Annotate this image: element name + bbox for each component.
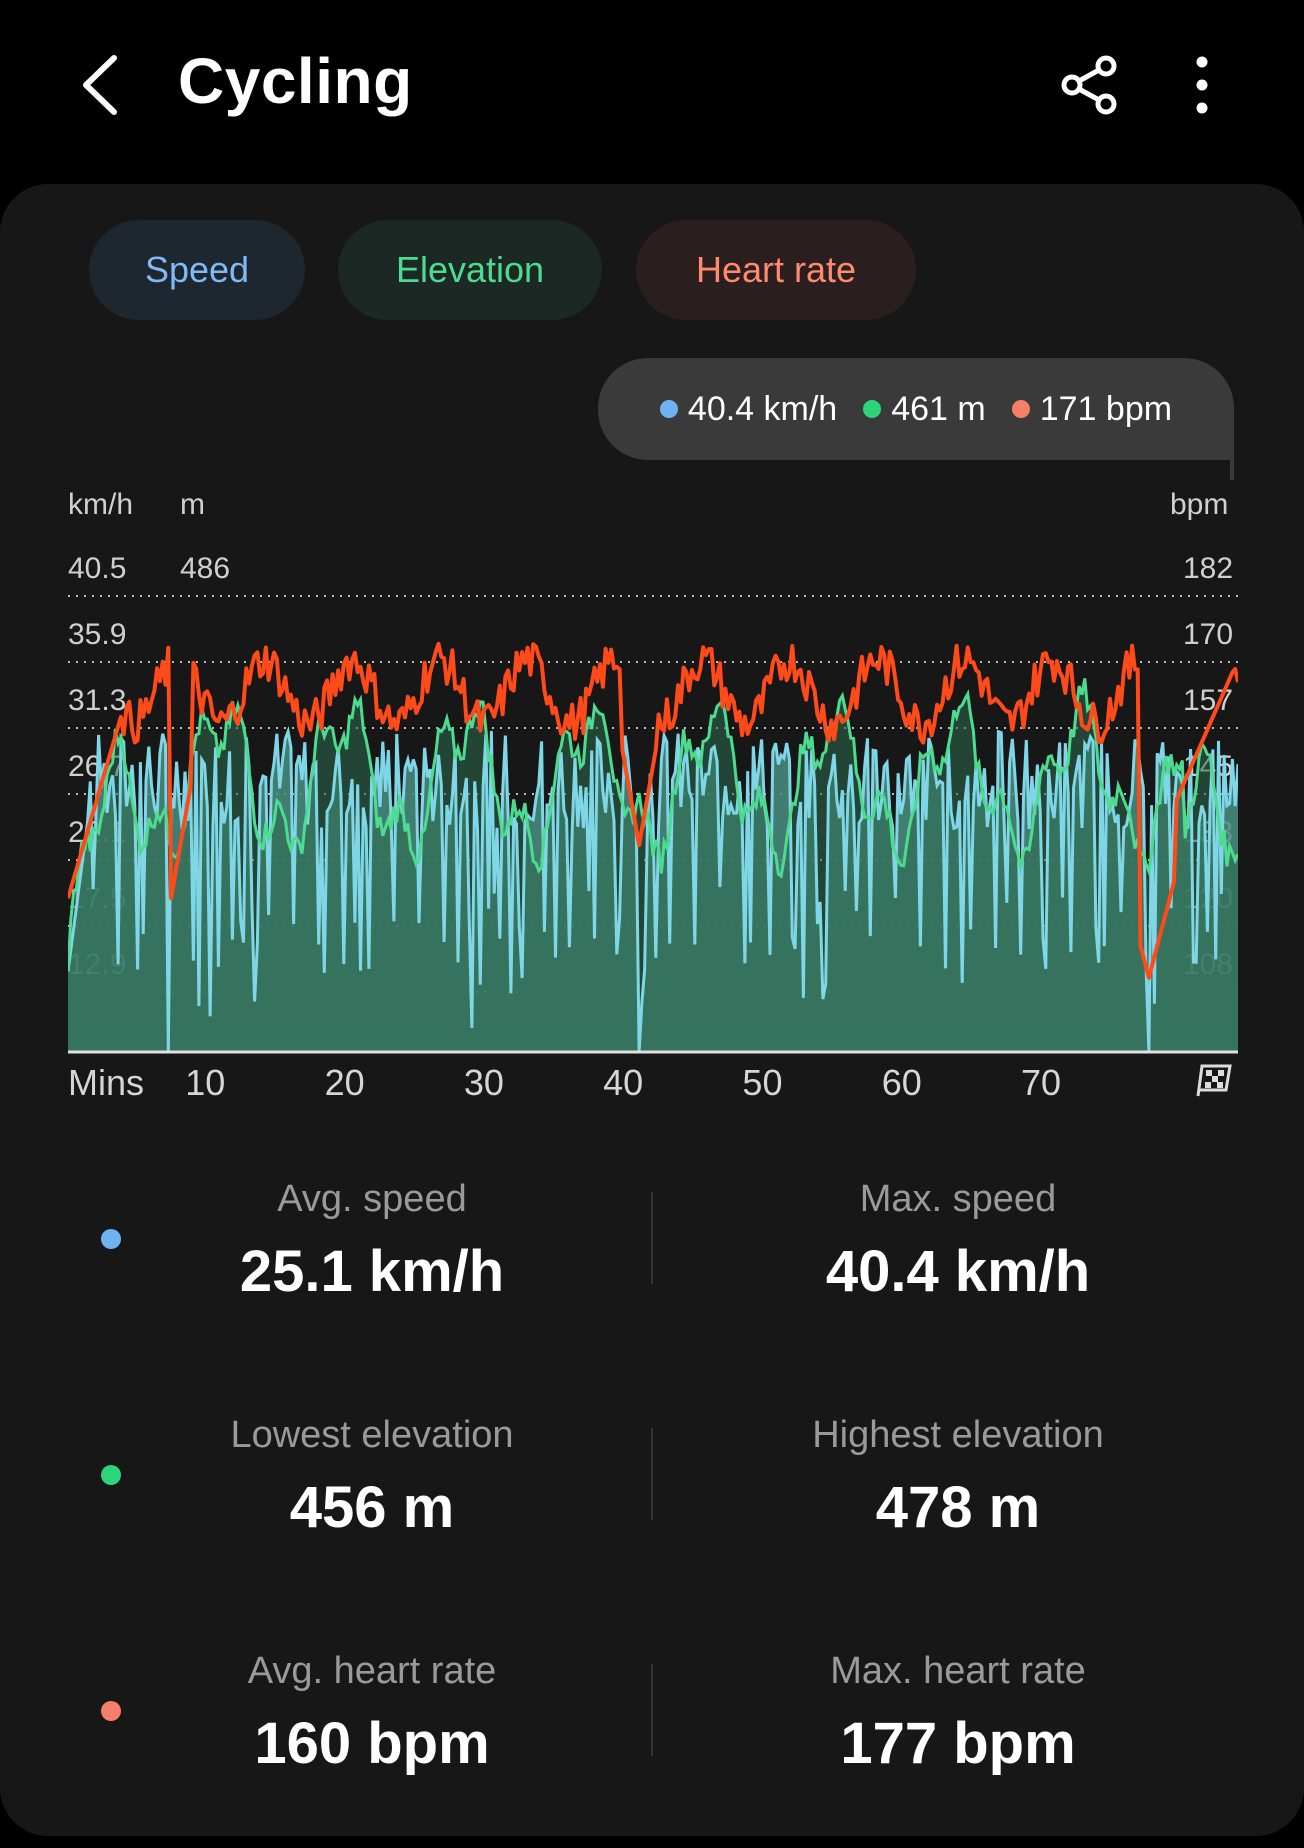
avg-heart-rate-value: 160 bpm bbox=[254, 1711, 490, 1776]
heart-rate-series-line bbox=[68, 641, 1238, 980]
avg-speed-value: 25.1 km/h bbox=[239, 1239, 505, 1304]
elevation-series-line bbox=[68, 678, 1238, 970]
lowest-elevation-label: Lowest elevation bbox=[230, 1414, 514, 1456]
x-tick-label: 50 bbox=[742, 1062, 783, 1103]
divider bbox=[651, 1192, 653, 1284]
max-heart-rate-label: Max. heart rate bbox=[830, 1650, 1086, 1692]
speed-tick-label: 35.9 bbox=[68, 618, 127, 651]
elevation-unit-label: m bbox=[180, 488, 205, 521]
avg-heart-rate-label: Avg. heart rate bbox=[247, 1650, 497, 1692]
highest-elevation-value: 478 m bbox=[875, 1475, 1041, 1540]
speed-series-line bbox=[68, 725, 1238, 1053]
value-readout-bubble: 40.4 km/h 461 m 171 bpm bbox=[598, 358, 1234, 460]
heart-rate-tick-label: 182 bbox=[1183, 552, 1234, 585]
speed-tick-label: 40.5 bbox=[68, 552, 127, 585]
x-tick-label: 40 bbox=[603, 1062, 644, 1103]
readout-pointer bbox=[1230, 440, 1234, 480]
elevation-legend-dot-icon bbox=[101, 1465, 121, 1485]
x-tick-label: 30 bbox=[463, 1062, 504, 1103]
x-tick-label: 10 bbox=[185, 1062, 226, 1103]
x-tick-label: 70 bbox=[1021, 1062, 1062, 1103]
x-tick-label: 60 bbox=[881, 1062, 922, 1103]
speed-legend-dot-icon bbox=[101, 1229, 121, 1249]
page-title: Cycling bbox=[178, 45, 413, 117]
tab-heart-rate[interactable]: Heart rate bbox=[636, 220, 916, 320]
heart-rate-legend-dot-icon bbox=[101, 1701, 121, 1721]
x-axis-label: Mins bbox=[68, 1062, 145, 1103]
x-tick-label: 20 bbox=[324, 1062, 365, 1103]
max-speed-label: Max. speed bbox=[859, 1178, 1057, 1220]
elevation-tick-label: 486 bbox=[180, 552, 231, 585]
heart-rate-unit-label: bpm bbox=[1170, 488, 1229, 521]
tab-speed[interactable]: Speed bbox=[89, 220, 305, 320]
readout-speed: 40.4 km/h bbox=[687, 389, 838, 428]
workout-chart[interactable] bbox=[68, 584, 1238, 1054]
speed-dot-icon bbox=[659, 400, 678, 418]
back-icon[interactable] bbox=[72, 50, 132, 120]
tab-elevation[interactable]: Elevation bbox=[338, 220, 602, 320]
heart-rate-dot-icon bbox=[1011, 400, 1030, 418]
readout-elevation: 461 m bbox=[891, 389, 986, 428]
elevation-dot-icon bbox=[863, 400, 882, 418]
max-heart-rate-value: 177 bpm bbox=[840, 1711, 1076, 1776]
max-speed-value: 40.4 km/h bbox=[825, 1239, 1091, 1304]
speed-tick-label: 31.3 bbox=[68, 684, 127, 717]
avg-speed-label: Avg. speed bbox=[277, 1178, 467, 1220]
highest-elevation-label: Highest elevation bbox=[812, 1414, 1104, 1456]
divider bbox=[651, 1664, 653, 1756]
readout-heart-rate: 171 bpm bbox=[1039, 389, 1173, 428]
share-icon[interactable] bbox=[1058, 52, 1124, 118]
speed-unit-label: km/h bbox=[68, 488, 134, 521]
heart-rate-tick-label: 170 bbox=[1183, 618, 1234, 651]
lowest-elevation-value: 456 m bbox=[289, 1475, 455, 1540]
more-options-icon[interactable] bbox=[1184, 52, 1220, 118]
app-bar: Cycling bbox=[0, 0, 1304, 180]
divider bbox=[651, 1428, 653, 1520]
finish-flag-icon bbox=[1192, 1060, 1236, 1100]
